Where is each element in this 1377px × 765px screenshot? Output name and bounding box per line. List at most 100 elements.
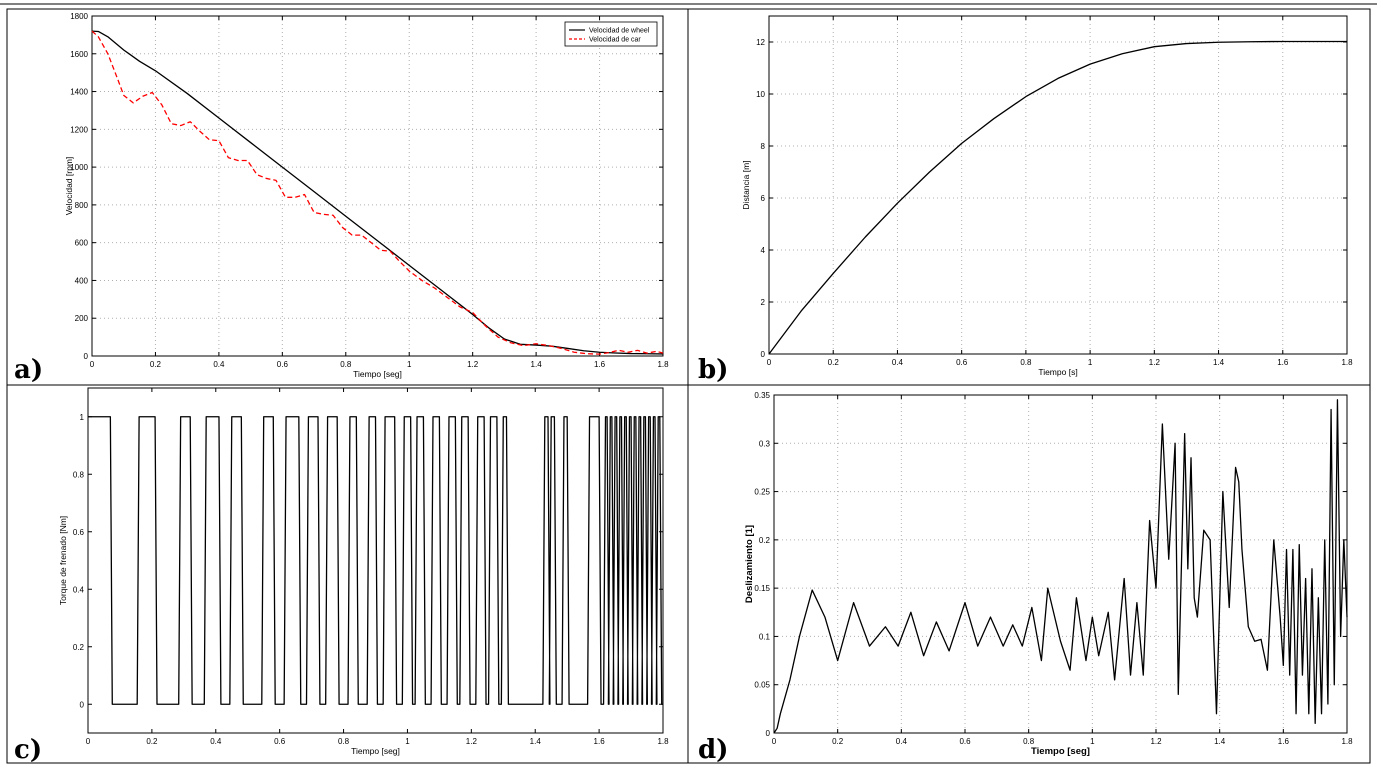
y-tick-label: 800 bbox=[75, 201, 89, 210]
x-tick-label: 1.8 bbox=[1341, 737, 1353, 746]
x-tick-label: 0.6 bbox=[274, 737, 286, 746]
x-tick-label: 0 bbox=[90, 360, 95, 369]
x-tick-label: 0.8 bbox=[1023, 737, 1035, 746]
y-tick-label: 200 bbox=[75, 314, 89, 323]
y-tick-label: 10 bbox=[756, 90, 765, 99]
x-axis-label: Tiempo [s] bbox=[1038, 367, 1077, 377]
x-tick-label: 0 bbox=[86, 737, 91, 746]
y-tick-label: 0.05 bbox=[754, 681, 770, 690]
y-tick-label: 0.35 bbox=[754, 391, 770, 400]
x-tick-label: 0.6 bbox=[277, 360, 289, 369]
x-tick-label: 0.6 bbox=[956, 358, 968, 367]
y-tick-label: 1 bbox=[80, 413, 85, 422]
series-line-1 bbox=[773, 399, 1348, 734]
y-tick-label: 0.15 bbox=[754, 584, 770, 593]
y-tick-label: 0 bbox=[761, 350, 766, 359]
x-tick-label: 0.4 bbox=[892, 358, 904, 367]
panel-letter-b: b) bbox=[698, 355, 728, 385]
y-axis-label: Deslizamiento [1] bbox=[744, 525, 755, 603]
axes-box bbox=[768, 15, 1348, 355]
x-tick-label: 1.2 bbox=[1150, 737, 1162, 746]
plot-area bbox=[774, 395, 1347, 733]
panel-d: 0 0.2 0.4 0.6 0.8 1 1.2 1.4 1.6 1.8 0 0.05 0.1 0.15 0.… bbox=[744, 391, 1353, 757]
y-tick-label: 0.3 bbox=[759, 439, 771, 448]
panel-a: 0 0.2 0.4 0.6 0.8 1 1.2 1.4 1.6 1.8 0 200 400 600 800 1… bbox=[64, 12, 669, 379]
y-tick-label: 0.25 bbox=[754, 488, 770, 497]
x-tick-label: 1.8 bbox=[1341, 358, 1353, 367]
x-tick-label: 1.4 bbox=[1214, 737, 1226, 746]
x-tick-label: 1.6 bbox=[594, 360, 606, 369]
y-tick-label: 600 bbox=[75, 239, 89, 248]
y-tick-label: 1200 bbox=[70, 125, 88, 134]
panel-c: 0 0.2 0.4 0.6 0.8 1 1.2 1.4 1.6 1.8 0 0.2 0.4 0.6 0.8 1… bbox=[58, 387, 669, 756]
x-tick-label: 1.8 bbox=[657, 737, 669, 746]
plot-area bbox=[769, 16, 1347, 354]
y-tick-label: 400 bbox=[75, 276, 89, 285]
legend-entry-2: Velocidad de car bbox=[589, 37, 641, 44]
x-tick-label: 0 bbox=[772, 737, 777, 746]
legend-entry-1: Velocidad de wheel bbox=[589, 28, 650, 35]
axes-box bbox=[91, 15, 664, 357]
legend-box bbox=[564, 21, 658, 47]
x-tick-label: 1 bbox=[407, 360, 412, 369]
x-axis-label: Tiempo [seg] bbox=[353, 369, 402, 379]
y-tick-label: 0.8 bbox=[73, 470, 85, 479]
panel-b: 0 0.2 0.4 0.6 0.8 1 1.2 1.4 1.6 1.8 0 2 4 6 8 10 12 Tiemp… bbox=[741, 15, 1353, 377]
x-tick-label: 1.6 bbox=[1277, 358, 1289, 367]
y-tick-label: 1400 bbox=[70, 88, 88, 97]
y-tick-label: 0.2 bbox=[759, 536, 771, 545]
legend: Velocidad de wheel Velocidad de car bbox=[564, 21, 658, 47]
x-tick-label: 0 bbox=[767, 358, 772, 367]
y-tick-label: 0 bbox=[766, 729, 771, 738]
x-tick-label: 1 bbox=[1090, 737, 1095, 746]
y-tick-label: 0.4 bbox=[73, 585, 85, 594]
y-tick-label: 0.2 bbox=[73, 643, 85, 652]
x-tick-label: 0.6 bbox=[959, 737, 971, 746]
x-tick-label: 1.4 bbox=[530, 737, 542, 746]
y-tick-label: 1000 bbox=[70, 163, 88, 172]
axes-box bbox=[773, 394, 1348, 734]
x-tick-label: 0.8 bbox=[338, 737, 350, 746]
x-tick-label: 1.8 bbox=[657, 360, 669, 369]
y-axis-label: Velocidad [rpm] bbox=[64, 157, 74, 216]
x-tick-label: 1.4 bbox=[1213, 358, 1225, 367]
panel-letter-a: a) bbox=[14, 355, 43, 385]
series-line-1 bbox=[88, 416, 663, 705]
y-tick-label: 0.6 bbox=[73, 528, 85, 537]
panel-letter-c: c) bbox=[14, 735, 42, 765]
x-axis-label: Tiempo [seg] bbox=[351, 746, 400, 756]
x-tick-label: 1.6 bbox=[1278, 737, 1290, 746]
plot-area bbox=[92, 16, 663, 356]
x-tick-label: 1 bbox=[1088, 358, 1093, 367]
y-tick-label: 6 bbox=[761, 194, 766, 203]
x-tick-label: 0.2 bbox=[828, 358, 840, 367]
x-tick-label: 1.6 bbox=[594, 737, 606, 746]
series-line-1 bbox=[768, 40, 1347, 355]
y-tick-label: 0.1 bbox=[759, 632, 771, 641]
x-tick-label: 0.4 bbox=[896, 737, 908, 746]
y-tick-label: 4 bbox=[761, 246, 766, 255]
y-axis-label: Torque de frenado [Nm] bbox=[58, 516, 68, 605]
y-axis-label: Distancia [m] bbox=[741, 160, 751, 209]
x-tick-label: 0.2 bbox=[832, 737, 844, 746]
y-tick-label: 0 bbox=[84, 352, 89, 361]
y-tick-label: 1600 bbox=[70, 50, 88, 59]
y-tick-label: 2 bbox=[761, 298, 766, 307]
y-tick-label: 0 bbox=[80, 700, 85, 709]
y-tick-label: 12 bbox=[756, 38, 765, 47]
y-tick-label: 1800 bbox=[70, 12, 88, 21]
x-tick-label: 0.4 bbox=[213, 360, 225, 369]
x-tick-label: 0.2 bbox=[146, 737, 158, 746]
series-line-1 bbox=[91, 30, 664, 355]
x-axis-label: Tiempo [seg] bbox=[1031, 746, 1090, 757]
x-tick-label: 1.4 bbox=[531, 360, 543, 369]
y-tick-label: 8 bbox=[761, 142, 766, 151]
axes-box bbox=[87, 387, 664, 734]
x-tick-label: 1.2 bbox=[1149, 358, 1161, 367]
x-tick-label: 0.2 bbox=[150, 360, 162, 369]
panel-letter-d: d) bbox=[698, 735, 728, 765]
x-tick-label: 0.4 bbox=[210, 737, 222, 746]
x-tick-label: 1.2 bbox=[467, 360, 479, 369]
series-line-2 bbox=[91, 30, 664, 355]
